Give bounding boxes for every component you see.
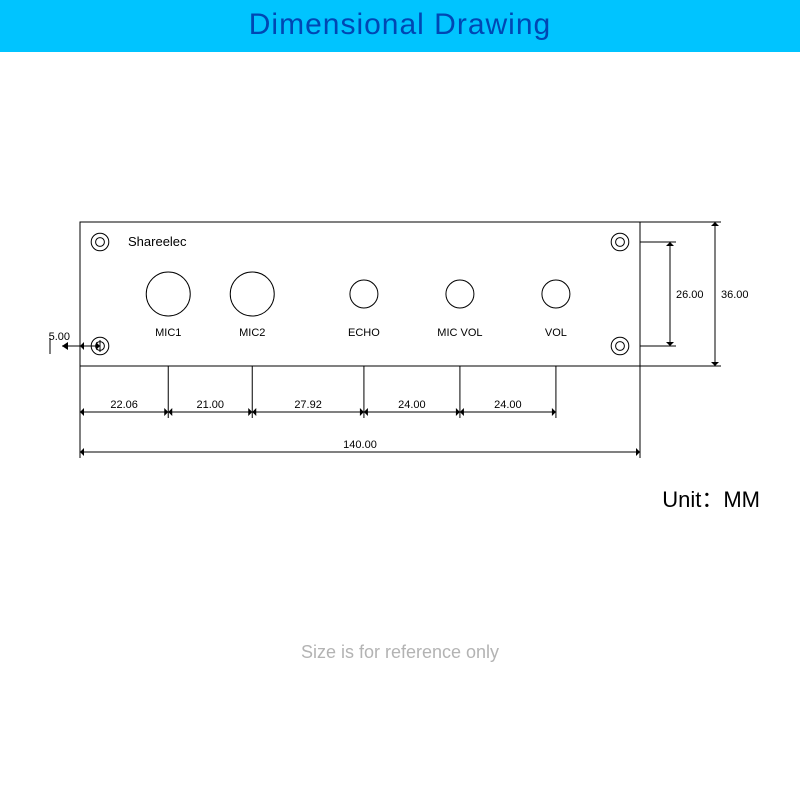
svg-text:ECHO: ECHO (348, 327, 380, 339)
header-bar: Dimensional Drawing (0, 0, 800, 52)
unit-label: Unit：MM (662, 482, 760, 514)
svg-text:22.06: 22.06 (110, 399, 138, 411)
svg-text:MIC2: MIC2 (239, 327, 265, 339)
svg-text:VOL: VOL (545, 327, 567, 339)
svg-text:Shareelec: Shareelec (128, 234, 187, 249)
svg-text:5.00: 5.00 (49, 331, 70, 343)
drawing-area: Shareelec MIC1 MIC2 ECHO MIC VOL VOL 5.00 22.06… (0, 52, 800, 572)
header-title: Dimensional Drawing (249, 8, 551, 41)
svg-text:26.00: 26.00 (676, 289, 704, 301)
footnote-text: Size is for reference only (0, 642, 800, 663)
svg-text:24.00: 24.00 (398, 399, 426, 411)
svg-text:36.00: 36.00 (721, 289, 749, 301)
svg-text:MIC1: MIC1 (155, 327, 181, 339)
svg-text:MIC VOL: MIC VOL (437, 327, 482, 339)
svg-text:24.00: 24.00 (494, 399, 522, 411)
svg-text:21.00: 21.00 (196, 399, 224, 411)
svg-text:140.00: 140.00 (343, 439, 377, 451)
svg-text:27.92: 27.92 (294, 399, 322, 411)
